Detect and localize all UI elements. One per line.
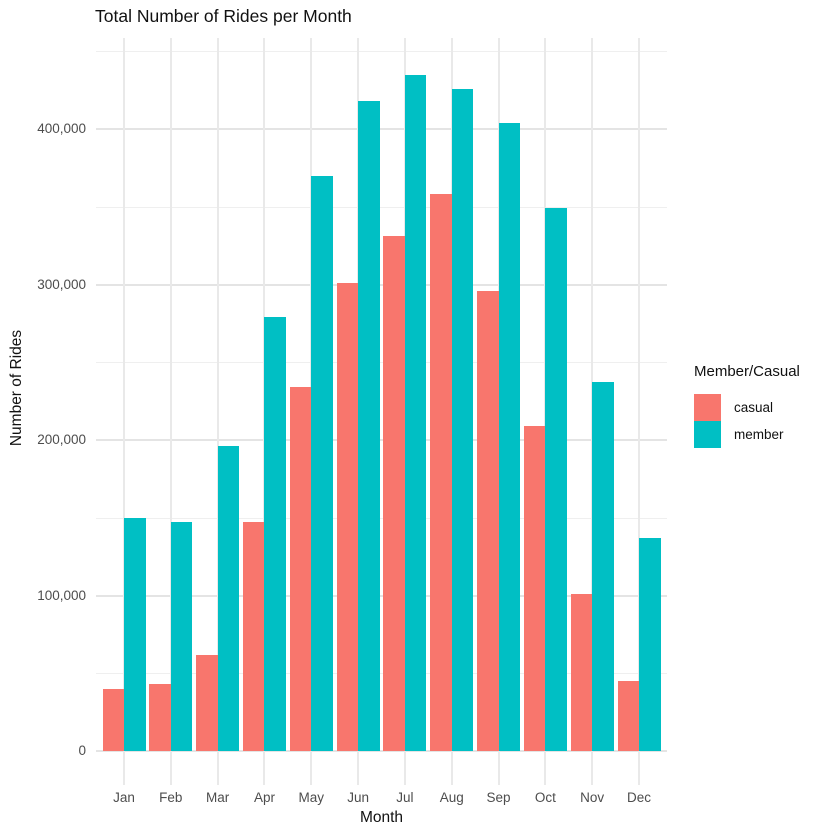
y-tick-label-200000: 200,000 xyxy=(37,432,86,447)
x-tick-label-dec: Dec xyxy=(627,790,652,805)
bar-casual-jan xyxy=(102,688,124,751)
y-axis-title: Number of Rides xyxy=(8,329,25,447)
x-tick-label-jan: Jan xyxy=(113,790,135,805)
y-tick-label-400000: 400,000 xyxy=(37,121,86,136)
x-tick-label-aug: Aug xyxy=(439,790,464,805)
legend: Member/Casual casual member xyxy=(694,363,800,448)
gridline-minor-350000 xyxy=(96,206,667,208)
bar-casual-oct xyxy=(523,426,546,751)
legend-label-casual: casual xyxy=(734,400,774,415)
x-tick-label-jul: Jul xyxy=(396,790,414,805)
x-tick-label-nov: Nov xyxy=(580,790,605,805)
legend-swatch-casual xyxy=(694,394,721,421)
gridline-minor-250000 xyxy=(96,362,667,364)
bar-member-nov xyxy=(592,382,614,751)
gridline-category-jan xyxy=(123,38,125,785)
y-tick-label-0: 0 xyxy=(78,743,86,758)
x-tick-label-apr: Apr xyxy=(253,790,275,805)
bar-casual-may xyxy=(289,387,312,751)
bar-member-mar xyxy=(217,446,240,751)
bar-casual-jul xyxy=(383,236,405,751)
bar-member-oct xyxy=(545,208,567,751)
legend-item-member: member xyxy=(694,421,800,448)
bar-casual-apr xyxy=(242,522,265,751)
bar-member-dec xyxy=(639,537,661,751)
bar-member-feb xyxy=(170,522,193,751)
bar-member-apr xyxy=(264,317,286,751)
bar-member-sep xyxy=(498,122,521,751)
x-tick-label-sep: Sep xyxy=(486,790,511,805)
x-tick-label-jun: Jun xyxy=(347,790,369,805)
bar-casual-sep xyxy=(477,290,499,751)
bar-member-jul xyxy=(404,74,427,751)
bar-member-jun xyxy=(358,101,380,751)
x-tick-label-may: May xyxy=(298,790,325,805)
gridline-category-dec xyxy=(638,38,641,785)
legend-title: Member/Casual xyxy=(694,363,800,380)
gridline-minor-50000 xyxy=(96,673,667,675)
gridline-category-feb xyxy=(169,38,172,785)
bar-member-jan xyxy=(124,517,146,751)
bar-member-may xyxy=(311,175,333,751)
gridline-minor-150000 xyxy=(96,517,667,519)
x-tick-label-mar: Mar xyxy=(206,790,230,805)
bar-casual-feb xyxy=(149,684,171,751)
bar-casual-mar xyxy=(196,654,218,751)
legend-item-casual: casual xyxy=(694,394,800,421)
gridline-major-200000 xyxy=(96,439,667,441)
bar-casual-dec xyxy=(617,681,640,751)
x-tick-label-feb: Feb xyxy=(159,790,183,805)
bar-casual-aug xyxy=(430,194,452,751)
gridline-major-100000 xyxy=(96,594,667,597)
bar-casual-jun xyxy=(336,282,359,751)
gridline-major-400000 xyxy=(96,128,667,130)
chart-title: Total Number of Rides per Month xyxy=(95,6,352,26)
y-tick-label-300000: 300,000 xyxy=(37,276,86,292)
x-tick-label-oct: Oct xyxy=(534,790,556,805)
legend-label-member: member xyxy=(734,427,784,442)
bar-member-aug xyxy=(451,88,474,751)
gridline-minor-450000 xyxy=(96,51,667,53)
gridline-major-300000 xyxy=(96,283,667,286)
gridline-category-mar xyxy=(216,38,219,785)
bar-casual-nov xyxy=(570,593,593,751)
x-axis-title: Month xyxy=(359,809,404,826)
plot-panel xyxy=(96,38,667,785)
y-tick-label-100000: 100,000 xyxy=(37,587,86,603)
gridline-major-0 xyxy=(96,750,667,752)
legend-swatch-member xyxy=(694,421,721,448)
